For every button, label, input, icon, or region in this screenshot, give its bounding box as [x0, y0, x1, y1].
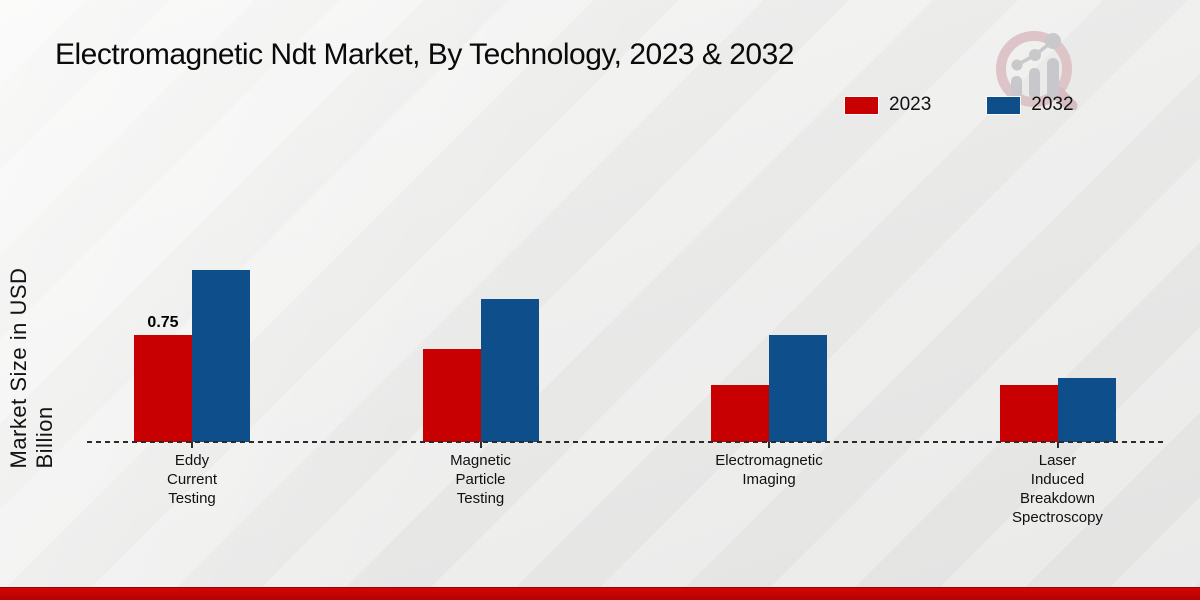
- bar-2032-category-1: [480, 299, 539, 442]
- x-axis-category-label: Electromagnetic Imaging: [715, 452, 823, 488]
- x-axis-category-label: Eddy Current Testing: [166, 452, 218, 507]
- magnifier-growth-chart-icon: [996, 31, 1078, 110]
- bottom-red-band: [0, 587, 1200, 600]
- bar-2023-category-0: [134, 335, 192, 442]
- x-axis-tick: [1056, 442, 1059, 448]
- x-axis-category-label: Magnetic Particle Testing: [450, 452, 511, 507]
- x-axis-tick: [768, 442, 770, 448]
- legend-label-2023: 2023: [889, 94, 932, 115]
- legend-label-2032: 2032: [1031, 94, 1074, 115]
- x-axis-tick: [191, 442, 193, 448]
- bar-2023-category-1: [422, 349, 481, 442]
- x-axis-line: [87, 441, 1164, 443]
- y-axis-label: Market Size in USD Billion: [6, 267, 57, 469]
- bar-2032-category-2: [769, 335, 827, 442]
- bar-2032-category-3: [1057, 378, 1116, 442]
- bar-value-label: 0.75: [147, 314, 179, 331]
- legend-swatch-2023: [845, 96, 878, 114]
- x-axis-tick: [479, 442, 482, 448]
- x-axis-category-label: Laser Induced Breakdown Spectroscopy: [1012, 452, 1103, 526]
- legend-swatch-2032: [987, 96, 1021, 114]
- legend: 2023 2032: [845, 94, 1074, 116]
- bar-2032-category-0: [192, 270, 250, 442]
- bar-2023-category-2: [711, 385, 769, 442]
- chart-title: Electromagnetic Ndt Market, By Technolog…: [55, 38, 794, 71]
- bar-2023-category-3: [999, 385, 1058, 442]
